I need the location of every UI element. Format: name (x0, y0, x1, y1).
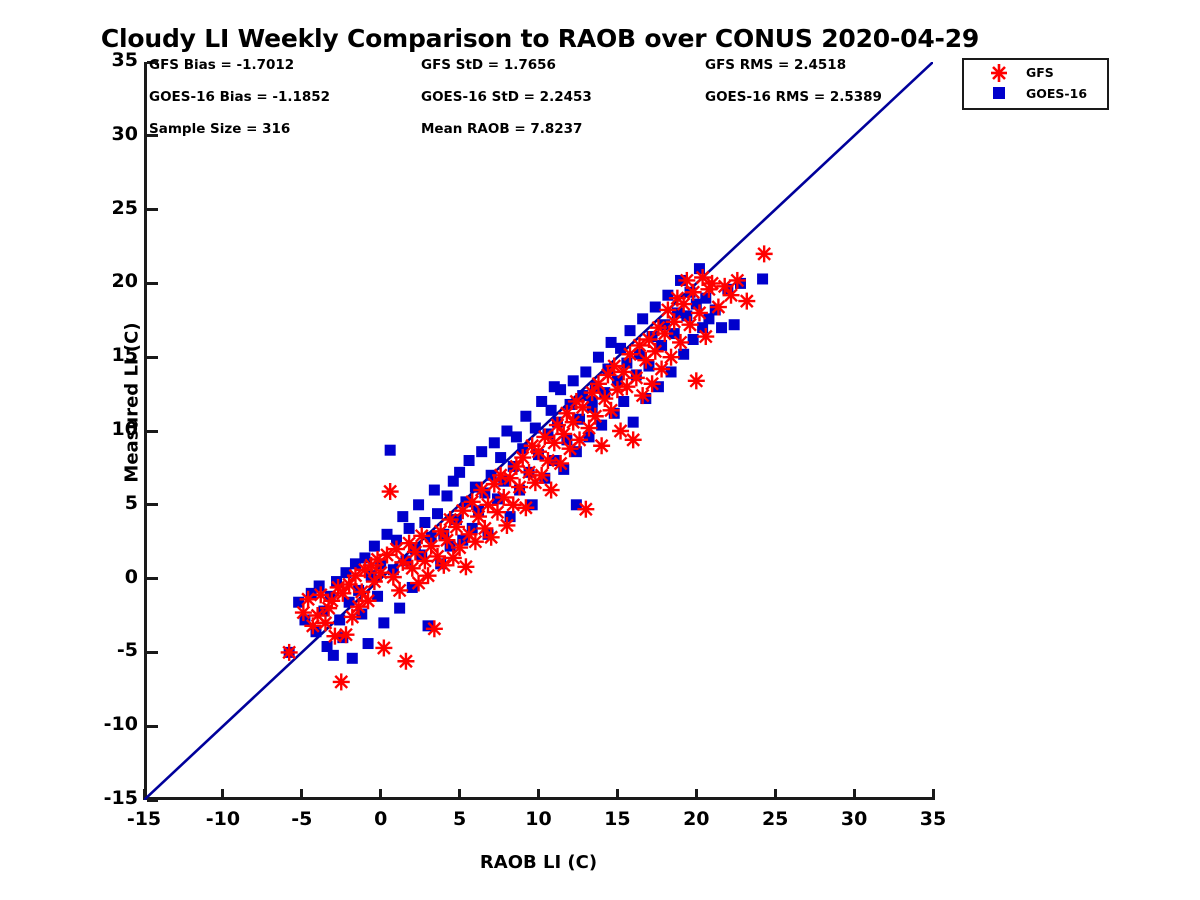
y-tick-label: 35 (111, 49, 138, 71)
y-tick-label: 10 (111, 418, 138, 440)
y-tick-label: 30 (111, 122, 138, 145)
x-tick-label: 0 (374, 808, 388, 830)
y-tick (147, 724, 158, 728)
series-gfs (280, 245, 773, 691)
stat-goes-std: GOES-16 StD = 2.2453 (421, 89, 592, 105)
y-tick-label: 25 (111, 196, 138, 219)
stat-gfs-std: GFS StD = 1.7656 (421, 57, 556, 73)
y-tick (147, 577, 158, 581)
x-tick (221, 789, 225, 800)
asterisk-icon (986, 62, 1012, 84)
x-tick (773, 789, 777, 800)
y-tick (147, 650, 158, 654)
x-tick-label: -5 (291, 808, 313, 830)
y-tick-label: -5 (116, 639, 138, 662)
x-tick (300, 789, 304, 800)
stat-gfs-bias: GFS Bias = -1.7012 (149, 57, 295, 73)
legend: GFS GOES-16 (962, 58, 1109, 110)
y-axis-line (144, 62, 147, 800)
x-tick-label: 30 (840, 808, 868, 830)
y-tick (147, 429, 158, 433)
stat-gfs-rms: GFS RMS = 2.4518 (705, 57, 847, 73)
y-axis-title: Measured LI (C) (121, 322, 143, 483)
x-tick (694, 789, 698, 800)
stat-goes-rms: GOES-16 RMS = 2.5389 (705, 89, 882, 105)
plot-area: -15 -10 -5 0 5 10 15 20 25 30 35 -15 -10 -5 0 5 10 15 20 2… (104, 49, 947, 873)
stat-mean-raob: Mean RAOB = 7.8237 (421, 121, 583, 137)
y-tick-label: 0 (124, 565, 138, 588)
page-title: Cloudy LI Weekly Comparison to RAOB over… (100, 24, 980, 53)
y-tick (147, 798, 158, 802)
legend-label-goes16: GOES-16 (1026, 86, 1088, 101)
stat-goes-bias: GOES-16 Bias = -1.1852 (149, 89, 331, 105)
x-tick-label: -15 (126, 808, 162, 830)
y-tick-label: 5 (124, 491, 138, 514)
x-tick (852, 789, 856, 800)
scatter-plot-series (144, 62, 933, 800)
square-icon (986, 83, 1012, 105)
legend-label-gfs: GFS (1026, 65, 1054, 80)
x-tick-label: 20 (683, 808, 710, 830)
x-tick-label: 35 (919, 808, 947, 830)
x-tick-label: 15 (604, 808, 631, 830)
x-axis-title: RAOB LI (C) (479, 852, 598, 873)
legend-item-goes16: GOES-16 (964, 83, 1107, 105)
y-tick (147, 503, 158, 507)
y-tick-label: 20 (111, 270, 138, 293)
y-tick (147, 134, 158, 138)
x-tick-label: 25 (761, 808, 789, 830)
y-tick (147, 208, 158, 212)
legend-item-gfs: GFS (964, 62, 1107, 84)
y-tick-label: -15 (103, 787, 138, 809)
x-tick (458, 789, 462, 800)
y-tick (147, 355, 158, 359)
x-tick-label: 10 (525, 808, 552, 830)
x-tick (537, 789, 540, 800)
y-tick-label: 15 (111, 344, 138, 367)
y-tick-label: -10 (103, 713, 138, 736)
y-tick (147, 60, 158, 64)
x-tick (615, 789, 619, 800)
x-tick-label: 5 (452, 808, 467, 830)
x-tick-label: -10 (205, 808, 241, 830)
x-tick (142, 789, 146, 800)
x-tick (379, 789, 383, 800)
stat-sample-size: Sample Size = 316 (149, 121, 291, 137)
y-tick (147, 281, 158, 285)
x-tick (931, 789, 935, 800)
